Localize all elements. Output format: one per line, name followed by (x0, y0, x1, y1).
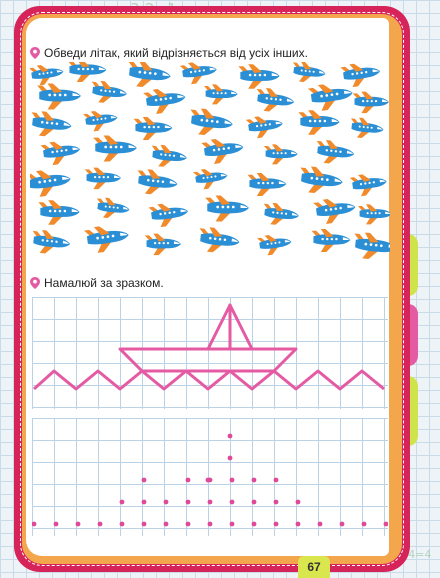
airplane-icon[interactable] (247, 172, 287, 196)
airplane-icon[interactable] (349, 117, 385, 140)
guide-dot[interactable] (229, 499, 235, 505)
guide-dot[interactable] (295, 499, 301, 505)
location-pin-icon (30, 47, 40, 59)
task-1-instruction: Обведи літак, який відрізняється від усі… (30, 46, 308, 60)
guide-dot[interactable] (251, 477, 257, 483)
sample-drawing (32, 303, 385, 391)
airplane-icon[interactable] (30, 110, 73, 139)
airplane-icon[interactable] (84, 167, 121, 190)
airplane-icon[interactable] (126, 62, 172, 90)
guide-dot[interactable] (205, 477, 211, 483)
guide-dot[interactable] (227, 455, 233, 461)
airplane-icon[interactable] (93, 135, 137, 162)
airplane-icon[interactable] (133, 116, 173, 140)
guide-dot[interactable] (207, 521, 213, 527)
guide-dot[interactable] (141, 521, 147, 527)
airplane-icon[interactable] (291, 62, 327, 84)
guide-dot[interactable] (53, 521, 59, 527)
airplane-icon[interactable] (135, 168, 178, 197)
guide-dot[interactable] (229, 477, 235, 483)
task-1-text: Обведи літак, який відрізняється від усі… (44, 46, 308, 60)
guide-dot[interactable] (32, 521, 37, 527)
guide-dot[interactable] (273, 477, 279, 483)
airplane-icon[interactable] (40, 138, 81, 166)
guide-dot[interactable] (339, 521, 345, 527)
guide-dot[interactable] (119, 499, 125, 505)
guide-dot[interactable] (383, 521, 388, 527)
airplanes-field (30, 62, 390, 261)
airplane-icon[interactable] (298, 110, 340, 135)
guide-dot[interactable] (229, 521, 235, 527)
guide-dot[interactable] (317, 521, 323, 527)
airplane-icon[interactable] (201, 135, 245, 165)
airplane-icon[interactable] (298, 165, 344, 195)
airplane-icon[interactable] (340, 62, 381, 88)
guide-dot[interactable] (185, 521, 191, 527)
task-2-instruction: Намалюй за зразком. (30, 276, 164, 290)
guide-dot[interactable] (227, 433, 233, 439)
guide-dot[interactable] (163, 499, 169, 505)
guide-dot[interactable] (163, 521, 169, 527)
airplane-icon[interactable] (349, 171, 389, 197)
airplane-icon[interactable] (254, 87, 295, 114)
airplane-icon[interactable] (30, 229, 71, 256)
airplane-icon[interactable] (179, 62, 219, 85)
airplane-icon[interactable] (38, 200, 80, 225)
airplane-icon[interactable] (30, 62, 65, 86)
airplane-icon[interactable] (150, 144, 188, 169)
guide-dot[interactable] (295, 521, 301, 527)
guide-dot[interactable] (75, 521, 81, 527)
page-number: 67 (298, 556, 330, 578)
airplane-icon[interactable] (238, 64, 280, 89)
airplane-icon[interactable] (257, 232, 293, 256)
airplane-icon[interactable] (352, 231, 390, 261)
guide-dot[interactable] (251, 521, 257, 527)
airplane-icon[interactable] (144, 233, 181, 256)
airplane-icon[interactable] (358, 204, 390, 225)
guide-dot[interactable] (251, 499, 257, 505)
boat-sail-right (228, 303, 254, 351)
airplane-icon[interactable] (193, 166, 229, 190)
airplane-icon[interactable] (313, 195, 357, 225)
guide-dot[interactable] (273, 499, 279, 505)
airplane-icon[interactable] (204, 84, 238, 105)
sample-grid (32, 297, 388, 409)
airplane-icon[interactable] (37, 83, 81, 110)
task-2-text: Намалюй за зразком. (44, 276, 164, 290)
guide-dot[interactable] (273, 521, 279, 527)
guide-dot[interactable] (141, 499, 147, 505)
airplane-icon[interactable] (352, 91, 389, 114)
guide-dot[interactable] (119, 521, 125, 527)
airplane-icon[interactable] (205, 195, 249, 222)
airplane-icon[interactable] (262, 202, 300, 227)
airplane-icon[interactable] (264, 144, 298, 165)
guide-dot[interactable] (97, 521, 103, 527)
airplane-icon[interactable] (83, 108, 119, 132)
airplane-icon[interactable] (95, 197, 131, 220)
airplane-icon[interactable] (307, 80, 355, 112)
drawing-grid[interactable] (32, 418, 388, 536)
airplane-icon[interactable] (83, 222, 131, 254)
zigzag-line (32, 369, 385, 391)
airplane-icon[interactable] (90, 80, 128, 105)
dot-pattern[interactable] (32, 418, 388, 536)
frame-stitching (20, 12, 404, 566)
guide-dot[interactable] (207, 499, 213, 505)
airplane-icon[interactable] (314, 139, 355, 166)
guide-dot[interactable] (361, 521, 367, 527)
airplane-icon[interactable] (68, 62, 107, 82)
boat-sail-left (206, 303, 232, 351)
boat-hull (118, 347, 298, 373)
guide-dot[interactable] (185, 477, 191, 483)
airplane-icon[interactable] (188, 107, 234, 137)
guide-dot[interactable] (185, 499, 191, 505)
airplane-icon[interactable] (143, 85, 187, 115)
airplane-icon[interactable] (30, 166, 73, 198)
airplane-icon[interactable] (311, 228, 351, 252)
airplane-icon[interactable] (197, 226, 240, 255)
airplane-icon[interactable] (148, 200, 189, 228)
location-pin-icon (30, 277, 40, 289)
airplane-icon[interactable] (245, 113, 285, 139)
guide-dot[interactable] (141, 477, 147, 483)
